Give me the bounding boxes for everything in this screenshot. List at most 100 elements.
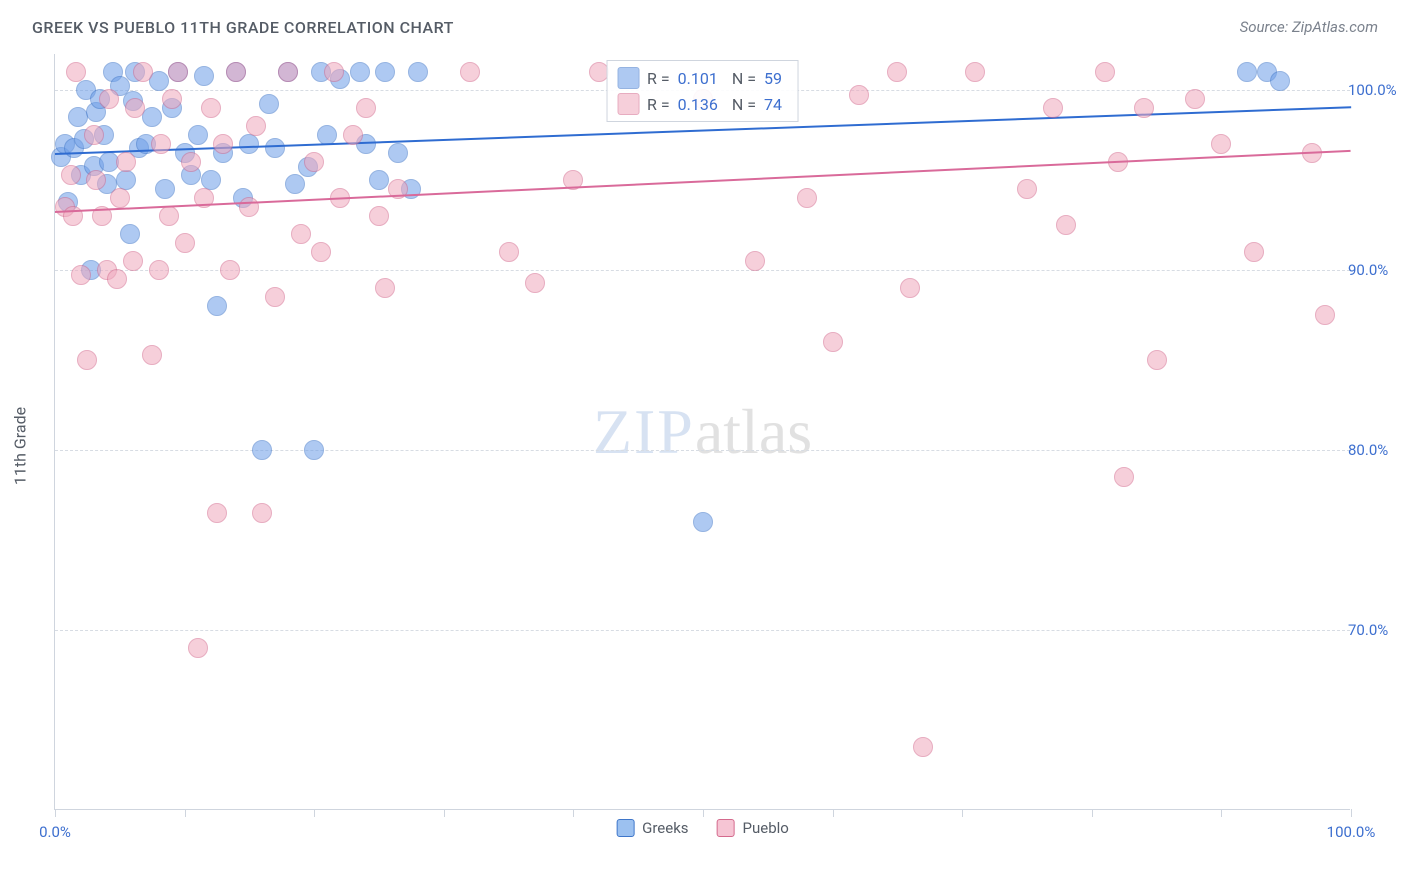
x-tick — [962, 809, 963, 817]
y-tick-label: 70.0% — [1348, 621, 1406, 639]
x-tick — [573, 809, 574, 817]
data-point — [278, 62, 298, 82]
data-point — [142, 345, 162, 365]
gridline — [55, 450, 1350, 451]
data-point — [375, 278, 395, 298]
series-legend: Greeks Pueblo — [616, 819, 789, 837]
data-point — [155, 179, 175, 199]
data-point — [265, 138, 285, 158]
data-point — [188, 125, 208, 145]
x-tick-label: 0.0% — [39, 823, 71, 841]
data-point — [1114, 467, 1134, 487]
data-point — [188, 638, 208, 658]
data-point — [324, 62, 344, 82]
data-point — [499, 242, 519, 262]
data-point — [350, 62, 370, 82]
plot-area: ZIPatlas 70.0%80.0%90.0%100.0%0.0%100.0%… — [54, 54, 1350, 810]
x-tick — [1351, 809, 1352, 817]
data-point — [375, 62, 395, 82]
n-label: N = — [732, 95, 756, 114]
n-value: 59 — [764, 69, 782, 88]
data-point — [693, 512, 713, 532]
data-point — [107, 269, 127, 289]
data-point — [149, 260, 169, 280]
data-point — [99, 89, 119, 109]
data-point — [116, 152, 136, 172]
legend-item: Pueblo — [717, 819, 789, 837]
data-point — [259, 94, 279, 114]
data-point — [285, 174, 305, 194]
data-point — [68, 107, 88, 127]
data-point — [304, 440, 324, 460]
data-point — [123, 251, 143, 271]
correlation-legend-row: R = 0.136 N = 74 — [613, 91, 792, 117]
data-point — [1244, 242, 1264, 262]
x-tick — [703, 809, 704, 817]
data-point — [369, 170, 389, 190]
data-point — [1211, 134, 1231, 154]
data-point — [1147, 350, 1167, 370]
data-point — [1270, 71, 1290, 91]
data-point — [1134, 98, 1154, 118]
data-point — [181, 152, 201, 172]
legend-swatch — [717, 819, 735, 837]
data-point — [133, 62, 153, 82]
data-point — [84, 125, 104, 145]
data-point — [159, 206, 179, 226]
data-point — [965, 62, 985, 82]
data-point — [142, 107, 162, 127]
data-point — [1017, 179, 1037, 199]
x-tick — [185, 809, 186, 817]
legend-item: Greeks — [616, 819, 688, 837]
data-point — [369, 206, 389, 226]
data-point — [887, 62, 907, 82]
data-point — [239, 197, 259, 217]
x-tick-label: 100.0% — [1327, 823, 1376, 841]
data-point — [213, 134, 233, 154]
data-point — [252, 503, 272, 523]
data-point — [120, 224, 140, 244]
data-point — [1095, 62, 1115, 82]
data-point — [265, 287, 285, 307]
x-tick — [833, 809, 834, 817]
data-point — [1056, 215, 1076, 235]
x-tick — [55, 809, 56, 817]
data-point — [77, 350, 97, 370]
r-value: 0.101 — [678, 69, 718, 88]
data-point — [304, 152, 324, 172]
data-point — [913, 737, 933, 757]
r-value: 0.136 — [678, 95, 718, 114]
data-point — [823, 332, 843, 352]
chart-title: GREEK VS PUEBLO 11TH GRADE CORRELATION C… — [32, 18, 454, 37]
n-value: 74 — [764, 95, 782, 114]
watermark: ZIPatlas — [593, 395, 812, 469]
data-point — [239, 134, 259, 154]
data-point — [797, 188, 817, 208]
r-label: R = — [647, 95, 670, 114]
data-point — [168, 62, 188, 82]
data-point — [207, 296, 227, 316]
data-point — [71, 265, 91, 285]
data-point — [162, 89, 182, 109]
legend-label: Greeks — [642, 819, 688, 837]
x-tick — [1221, 809, 1222, 817]
data-point — [246, 116, 266, 136]
y-axis-label: 11th Grade — [11, 407, 30, 485]
data-point — [66, 62, 86, 82]
correlation-legend-row: R =0.101N =59 — [613, 65, 792, 91]
data-point — [201, 170, 221, 190]
trend-line — [55, 149, 1351, 212]
x-tick — [444, 809, 445, 817]
data-point — [175, 233, 195, 253]
data-point — [1043, 98, 1063, 118]
legend-swatch — [616, 819, 634, 837]
data-point — [201, 98, 221, 118]
data-point — [356, 98, 376, 118]
data-point — [125, 98, 145, 118]
data-point — [252, 440, 272, 460]
data-point — [61, 165, 81, 185]
y-tick-label: 100.0% — [1348, 81, 1406, 99]
data-point — [460, 62, 480, 82]
source-label: Source: ZipAtlas.com — [1240, 18, 1378, 36]
data-point — [849, 85, 869, 105]
